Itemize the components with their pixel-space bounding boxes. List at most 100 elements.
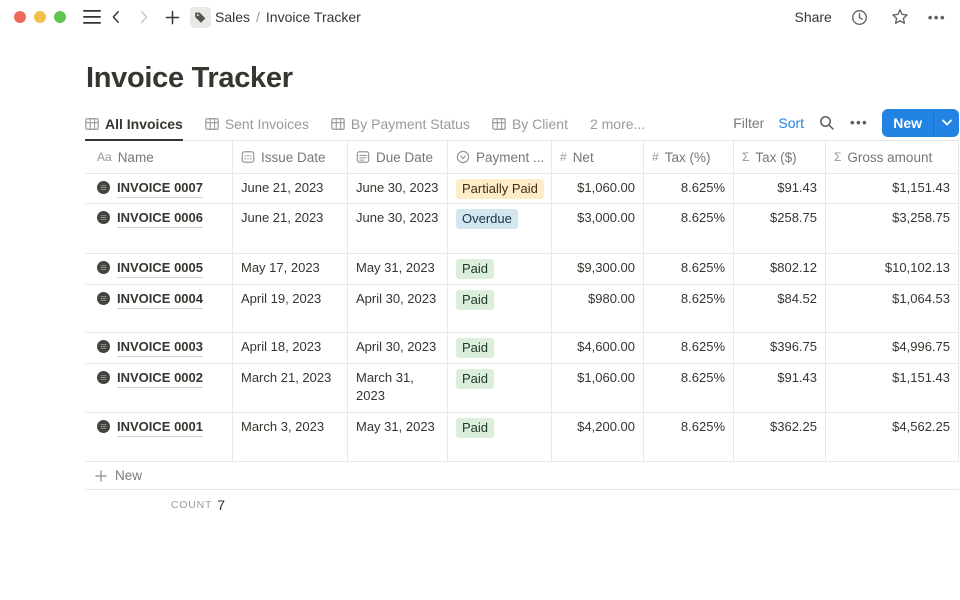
- invoice-name-cell[interactable]: INVOICE 0003: [85, 333, 233, 363]
- tax-usd-cell[interactable]: $84.52: [734, 285, 826, 332]
- gross-amount-cell[interactable]: $10,102.13: [826, 254, 959, 284]
- invoice-name-cell[interactable]: INVOICE 0004: [85, 285, 233, 332]
- share-button[interactable]: Share: [794, 9, 832, 25]
- invoice-name-cell[interactable]: INVOICE 0002: [85, 364, 233, 412]
- column-header-issue-date[interactable]: Issue Date: [233, 141, 348, 173]
- net-cell[interactable]: $9,300.00: [552, 254, 644, 284]
- payment-status-cell[interactable]: Paid: [448, 285, 552, 332]
- sort-button[interactable]: Sort: [778, 114, 805, 131]
- net-cell[interactable]: $4,200.00: [552, 413, 644, 461]
- column-header-tax-usd[interactable]: Σ Tax ($): [734, 141, 826, 173]
- payment-status-cell[interactable]: Paid: [448, 364, 552, 412]
- column-header-gross-amount[interactable]: Σ Gross amount: [826, 141, 959, 173]
- column-header-net[interactable]: # Net: [552, 141, 644, 173]
- payment-status-cell[interactable]: Partially Paid: [448, 174, 552, 203]
- column-header-name[interactable]: Aa Name: [85, 141, 233, 173]
- invoice-name-link[interactable]: INVOICE 0003: [117, 338, 203, 357]
- breadcrumb-parent[interactable]: Sales: [215, 9, 251, 25]
- forward-icon[interactable]: [132, 5, 156, 29]
- tab-by-payment-status[interactable]: By Payment Status: [331, 108, 470, 140]
- invoice-name-link[interactable]: INVOICE 0004: [117, 290, 203, 309]
- tax-usd-cell[interactable]: $91.43: [734, 174, 826, 203]
- more-views-button[interactable]: 2 more...: [589, 116, 646, 132]
- count-value: 7: [217, 497, 225, 513]
- issue-date-cell[interactable]: June 21, 2023: [233, 174, 348, 203]
- invoice-name-link[interactable]: INVOICE 0007: [117, 179, 203, 198]
- payment-status-cell[interactable]: Paid: [448, 333, 552, 363]
- new-page-icon[interactable]: [160, 5, 184, 29]
- column-header-due-date[interactable]: Due Date: [348, 141, 448, 173]
- invoice-name-link[interactable]: INVOICE 0005: [117, 259, 203, 278]
- tab-sent-invoices[interactable]: Sent Invoices: [205, 108, 309, 140]
- minimize-window-button[interactable]: [34, 11, 46, 23]
- gross-amount-cell[interactable]: $1,151.43: [826, 364, 959, 412]
- updates-clock-icon[interactable]: [848, 5, 872, 29]
- filter-button[interactable]: Filter: [733, 114, 765, 131]
- close-window-button[interactable]: [14, 11, 26, 23]
- chevron-down-icon[interactable]: [934, 109, 959, 137]
- issue-date-cell[interactable]: April 18, 2023: [233, 333, 348, 363]
- gross-amount-cell[interactable]: $1,151.43: [826, 174, 959, 203]
- favorite-star-icon[interactable]: [888, 5, 912, 29]
- tax-pct-cell[interactable]: 8.625%: [644, 204, 734, 253]
- due-date-cell[interactable]: April 30, 2023: [348, 333, 448, 363]
- due-date-cell[interactable]: March 31, 2023: [348, 364, 448, 412]
- due-date-cell[interactable]: April 30, 2023: [348, 285, 448, 332]
- tab-by-client[interactable]: By Client: [492, 108, 568, 140]
- page-emoji-tag-icon[interactable]: [190, 6, 211, 28]
- tax-pct-cell[interactable]: 8.625%: [644, 254, 734, 284]
- due-date-cell[interactable]: June 30, 2023: [348, 204, 448, 253]
- back-icon[interactable]: [104, 5, 128, 29]
- tax-usd-cell[interactable]: $396.75: [734, 333, 826, 363]
- gross-amount-cell[interactable]: $4,996.75: [826, 333, 959, 363]
- issue-date-cell[interactable]: March 3, 2023: [233, 413, 348, 461]
- view-options-icon[interactable]: •••: [850, 115, 869, 130]
- column-header-payment-status[interactable]: Payment ...: [448, 141, 552, 173]
- sidebar-menu-icon[interactable]: [80, 5, 104, 29]
- gross-amount-cell[interactable]: $3,258.75: [826, 204, 959, 253]
- issue-date-cell[interactable]: May 17, 2023: [233, 254, 348, 284]
- net-cell[interactable]: $4,600.00: [552, 333, 644, 363]
- net-cell[interactable]: $1,060.00: [552, 364, 644, 412]
- invoice-name-cell[interactable]: INVOICE 0007: [85, 174, 233, 203]
- net-cell[interactable]: $3,000.00: [552, 204, 644, 253]
- due-date-cell[interactable]: May 31, 2023: [348, 254, 448, 284]
- invoice-name-link[interactable]: INVOICE 0001: [117, 418, 203, 437]
- payment-status-cell[interactable]: Paid: [448, 254, 552, 284]
- tax-usd-cell[interactable]: $802.12: [734, 254, 826, 284]
- column-header-tax-pct[interactable]: # Tax (%): [644, 141, 734, 173]
- new-entry-label[interactable]: New: [893, 114, 922, 131]
- net-cell[interactable]: $1,060.00: [552, 174, 644, 203]
- add-row-button[interactable]: New: [85, 462, 959, 490]
- tax-pct-cell[interactable]: 8.625%: [644, 174, 734, 203]
- tax-usd-cell[interactable]: $362.25: [734, 413, 826, 461]
- due-date-cell[interactable]: May 31, 2023: [348, 413, 448, 461]
- payment-status-cell[interactable]: Overdue: [448, 204, 552, 253]
- search-icon[interactable]: [818, 114, 836, 132]
- issue-date-cell[interactable]: March 21, 2023: [233, 364, 348, 412]
- more-options-icon[interactable]: •••: [927, 9, 946, 25]
- gross-amount-cell[interactable]: $1,064.53: [826, 285, 959, 332]
- count-calculation[interactable]: COUNT 7: [85, 490, 233, 520]
- tax-usd-cell[interactable]: $91.43: [734, 364, 826, 412]
- net-cell[interactable]: $980.00: [552, 285, 644, 332]
- gross-amount-cell[interactable]: $4,562.25: [826, 413, 959, 461]
- issue-date-cell[interactable]: June 21, 2023: [233, 204, 348, 253]
- breadcrumb-current[interactable]: Invoice Tracker: [265, 9, 361, 25]
- issue-date-cell[interactable]: April 19, 2023: [233, 285, 348, 332]
- tax-pct-cell[interactable]: 8.625%: [644, 285, 734, 332]
- invoice-name-link[interactable]: INVOICE 0006: [117, 209, 203, 228]
- new-entry-button[interactable]: New: [882, 108, 959, 137]
- tax-pct-cell[interactable]: 8.625%: [644, 364, 734, 412]
- tax-pct-cell[interactable]: 8.625%: [644, 333, 734, 363]
- zoom-window-button[interactable]: [54, 11, 66, 23]
- due-date-cell[interactable]: June 30, 2023: [348, 174, 448, 203]
- tab-all-invoices[interactable]: All Invoices: [85, 108, 183, 141]
- tax-usd-cell[interactable]: $258.75: [734, 204, 826, 253]
- invoice-name-link[interactable]: INVOICE 0002: [117, 369, 203, 388]
- tax-pct-cell[interactable]: 8.625%: [644, 413, 734, 461]
- invoice-name-cell[interactable]: INVOICE 0001: [85, 413, 233, 461]
- invoice-name-cell[interactable]: INVOICE 0005: [85, 254, 233, 284]
- invoice-name-cell[interactable]: INVOICE 0006: [85, 204, 233, 253]
- payment-status-cell[interactable]: Paid: [448, 413, 552, 461]
